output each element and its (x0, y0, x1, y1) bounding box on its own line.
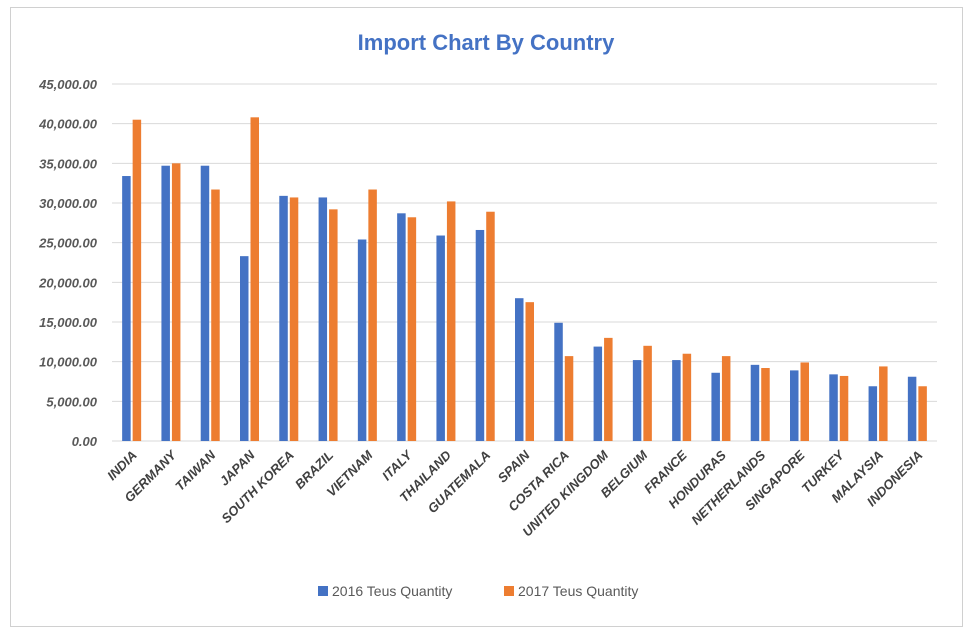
bar-2017-japan (250, 117, 259, 441)
x-tick-label: SOUTH KOREA (218, 448, 297, 527)
bar-2017-costa-rica (564, 356, 574, 441)
y-tick-label: 5,000.00 (46, 394, 97, 409)
bar-2016-taiwan (200, 165, 210, 442)
bar-2017-malaysia (879, 366, 888, 441)
bar-2017-singapore (800, 362, 809, 441)
y-tick-label: 20,000.00 (38, 275, 98, 290)
bar-2016-honduras (711, 372, 720, 441)
bar-2017-italy (407, 217, 417, 441)
y-tick-label: 45,000.00 (38, 77, 98, 92)
bar-2017-brazil (329, 209, 338, 441)
bars (122, 117, 927, 442)
bar-2017-netherlands (761, 368, 770, 441)
bar-2017-india (132, 119, 142, 441)
chart-title: Import Chart By Country (358, 30, 615, 55)
bar-2016-belgium (632, 360, 642, 441)
y-tick-label: 25,000.00 (38, 236, 98, 251)
x-tick-label: ITALY (379, 447, 416, 484)
bar-2016-germany (161, 165, 170, 442)
y-tick-label: 15,000.00 (39, 315, 98, 330)
bar-2016-indonesia (907, 376, 917, 441)
bar-2016-south-korea (279, 195, 288, 441)
bar-2016-singapore (790, 370, 799, 441)
y-tick-label: 0.00 (72, 434, 98, 449)
bar-2017-thailand (446, 201, 456, 441)
y-tick-label: 40,000.00 (38, 117, 98, 132)
bar-2016-thailand (436, 235, 445, 441)
bar-2017-indonesia (918, 386, 927, 441)
bar-2017-germany (171, 163, 181, 442)
bar-2016-netherlands (750, 364, 760, 441)
bar-2017-south-korea (289, 197, 299, 441)
y-tick-label: 10,000.00 (39, 355, 98, 370)
y-tick-label: 35,000.00 (39, 156, 98, 171)
legend: 2016 Teus Quantity 2017 Teus Quantity (318, 583, 638, 599)
bar-2016-vietnam (357, 239, 367, 441)
bar-2016-turkey (829, 374, 838, 441)
legend-swatch (318, 586, 328, 596)
y-tick-label: 30,000.00 (39, 196, 98, 211)
x-tick-label: SPAIN (495, 447, 533, 485)
bar-2016-italy (397, 213, 406, 441)
legend-swatch (504, 586, 514, 596)
bar-2017-turkey (839, 375, 849, 441)
bar-2017-vietnam (368, 189, 377, 441)
bar-2017-taiwan (211, 189, 220, 441)
bar-2016-india (122, 176, 131, 441)
bar-2016-france (672, 360, 681, 441)
bar-2016-spain (515, 298, 524, 441)
gridlines (112, 83, 937, 442)
y-axis-ticks: 0.00 5,000.00 10,000.00 15,000.00 20,000.00 2… (38, 77, 98, 449)
bar-2016-japan (240, 256, 249, 441)
bar-2017-spain (525, 302, 534, 441)
bar-2016-guatemala (475, 229, 485, 441)
bar-2016-costa-rica (554, 322, 563, 441)
legend-label: 2017 Teus Quantity (518, 583, 638, 599)
bar-2016-united-kingdom (593, 346, 603, 441)
bar-2017-united-kingdom (604, 337, 613, 441)
bar-2017-france (682, 353, 692, 441)
legend-label: 2016 Teus Quantity (332, 583, 452, 599)
bar-2017-honduras (721, 356, 731, 441)
x-tick-label: INDIA (104, 448, 140, 484)
bar-2017-guatemala (486, 211, 495, 441)
bar-2016-brazil (318, 197, 328, 441)
x-tick-label: TAIWAN (172, 447, 219, 494)
bar-2016-malaysia (868, 386, 878, 441)
bar-2017-belgium (643, 345, 652, 441)
